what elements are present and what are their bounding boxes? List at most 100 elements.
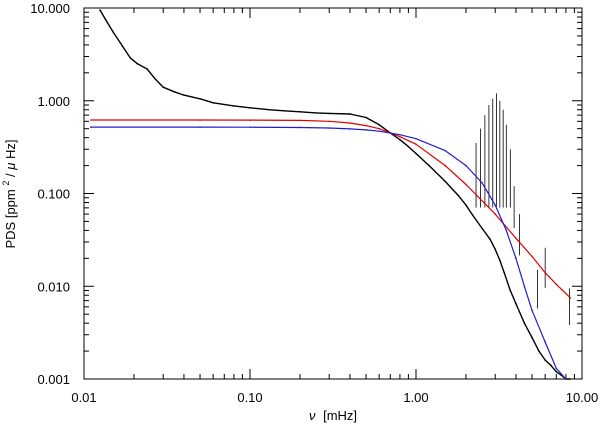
data-point (494, 248, 497, 251)
data-point (249, 119, 251, 121)
data-point (349, 122, 351, 124)
data-point (505, 229, 508, 232)
data-point (555, 283, 558, 286)
series-2 (90, 119, 572, 299)
data-point (268, 108, 270, 111)
data-point (399, 135, 401, 138)
data-point (472, 214, 474, 217)
data-point (515, 237, 517, 239)
data-point (494, 204, 497, 206)
y-tick-label: 0.001 (37, 372, 70, 387)
y-tick-label: 10.000 (30, 1, 70, 16)
data-point (146, 68, 148, 70)
data-point (183, 94, 185, 96)
data-point (378, 124, 380, 126)
data-point (99, 9, 101, 11)
data-point (444, 164, 447, 167)
data-point (569, 378, 572, 380)
data-point (503, 271, 506, 274)
data-point (328, 120, 331, 123)
data-point (494, 213, 497, 215)
axis-ticks (83, 7, 583, 380)
y-axis-label-slash: / (3, 173, 18, 177)
data-point (112, 31, 115, 33)
series-3 (90, 126, 567, 380)
data-point (315, 112, 317, 114)
data-point (199, 126, 201, 128)
data-point (499, 259, 501, 262)
data-point (544, 271, 546, 274)
series-0 (99, 9, 572, 380)
data-point (399, 133, 401, 136)
data-point (569, 297, 572, 299)
data-point (199, 97, 201, 100)
data-point (328, 127, 331, 129)
y-tick-label: 1.000 (37, 94, 70, 109)
data-point (328, 112, 331, 115)
data-point (399, 138, 401, 141)
data-point (415, 143, 417, 146)
y-axis-label-prefix: PDS [ppm (3, 189, 18, 248)
series-layer (90, 9, 572, 380)
data-point (523, 322, 526, 324)
x-tick-label: 0.10 (237, 390, 262, 405)
data-point (555, 367, 558, 370)
data-point (299, 111, 301, 113)
data-point (162, 86, 165, 88)
spectrum-line (99, 9, 571, 380)
data-point (90, 119, 92, 121)
data-point (544, 359, 546, 361)
data-point (515, 257, 517, 260)
fit-line (90, 119, 571, 299)
data-point (457, 194, 460, 197)
data-point (444, 149, 447, 152)
data-point (136, 63, 139, 65)
data-point (173, 90, 176, 93)
y-axis-label-superscript: 2 (1, 181, 11, 186)
data-point (407, 145, 410, 148)
x-tick-label: 1.00 (403, 390, 428, 405)
y-tick-label: 0.100 (37, 187, 70, 202)
data-point (129, 57, 132, 59)
plot-frame (83, 7, 583, 380)
data-point (444, 180, 447, 183)
data-point (365, 116, 367, 119)
x-axis-label: ν [mHz] (309, 408, 357, 423)
data-point (465, 183, 467, 186)
data-point (555, 370, 558, 373)
data-point (249, 126, 251, 128)
data-point (509, 289, 512, 292)
data-point (121, 45, 124, 47)
data-point (299, 126, 301, 129)
data-point (481, 227, 483, 230)
data-point (465, 204, 467, 206)
tick-labels: 0.01 0.10 1.00 10.00 0.001 0.010 0.100 1.000 10.… (30, 1, 598, 405)
data-point (349, 128, 351, 130)
data-point (538, 350, 540, 352)
fit-line (90, 126, 567, 380)
data-point (523, 285, 526, 288)
data-point (299, 119, 301, 122)
data-point (515, 302, 517, 305)
data-point (249, 106, 251, 109)
y-axis-label-mu: μ (3, 163, 18, 171)
data-point (378, 130, 380, 132)
x-tick-label: 10.00 (566, 390, 599, 405)
data-point (365, 129, 367, 131)
data-point (378, 127, 380, 130)
data-point (283, 109, 285, 112)
data-point (104, 18, 107, 21)
x-tick-label: 0.01 (71, 390, 96, 405)
data-point (481, 182, 483, 184)
data-point (415, 137, 417, 140)
y-axis-label: PDS [ppm 2 / μ Hz] (0, 139, 18, 248)
x-axis-unit: [mHz] (323, 408, 357, 423)
data-point (90, 126, 92, 128)
data-point (199, 119, 201, 121)
x-axis-symbol: ν (309, 408, 316, 423)
data-point (565, 378, 567, 380)
data-point (212, 102, 214, 104)
data-point (349, 113, 351, 115)
series-1 (475, 93, 570, 325)
